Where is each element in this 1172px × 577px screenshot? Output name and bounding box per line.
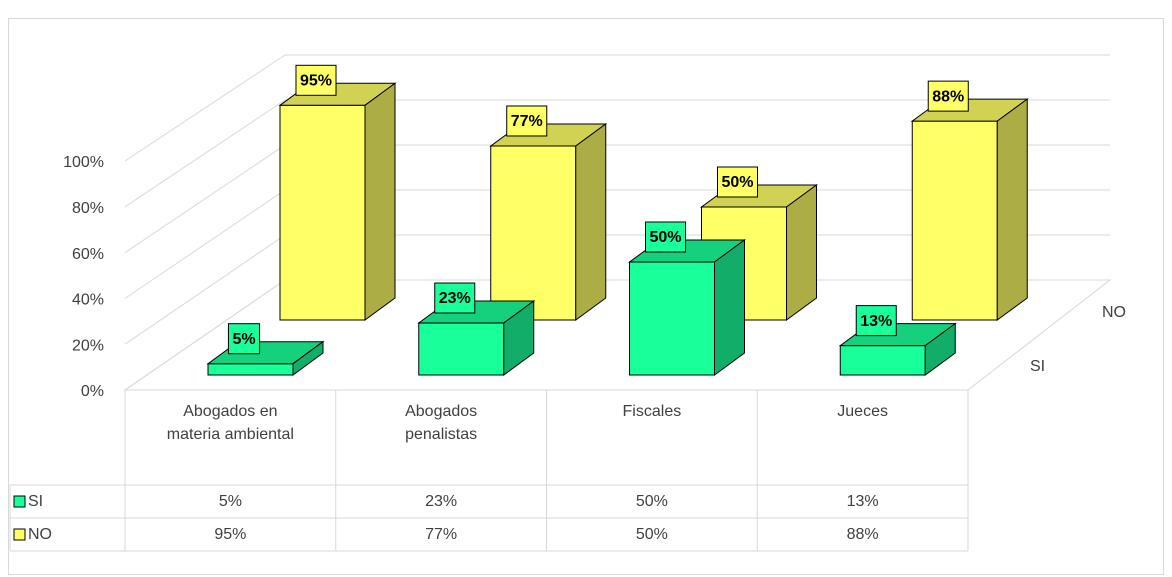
data-label: 50% (649, 229, 681, 246)
bar-side (503, 300, 535, 376)
bar-front (629, 261, 715, 376)
y-tick-label: 60% (72, 246, 104, 263)
bar (489, 122, 608, 321)
table-cell: 50% (635, 493, 668, 510)
data-label-box (927, 80, 969, 112)
table-cell: 13% (846, 493, 879, 510)
y-tick-label: 100% (63, 154, 104, 171)
bar-front (418, 322, 505, 376)
data-label: 13% (860, 313, 892, 330)
data-label: 5% (232, 331, 255, 348)
bar-side (714, 239, 745, 376)
bar-side (924, 322, 956, 376)
table-cell: 88% (846, 526, 879, 543)
table-cell: 23% (425, 493, 458, 510)
bar (206, 340, 325, 376)
bar-front (911, 120, 998, 321)
data-label: 88% (932, 88, 964, 105)
legend-key (13, 528, 26, 541)
bar-front (490, 145, 577, 321)
category-label: Abogados en materia ambiental (166, 403, 294, 443)
data-label-box (295, 64, 337, 96)
data-label-box (506, 105, 548, 137)
bar-front (279, 104, 366, 321)
data-label: 95% (300, 73, 332, 90)
table-cell: 95% (214, 526, 247, 543)
legend-key (13, 495, 26, 508)
bar (278, 82, 397, 321)
grid-line (124, 99, 1110, 208)
bar-side (364, 82, 396, 321)
data-label-box (434, 282, 476, 314)
bar-front (207, 363, 294, 376)
y-tick-label: 0% (81, 383, 104, 400)
data-label: 77% (511, 113, 543, 130)
bar-side (996, 98, 1028, 321)
category-label: Abogados penalistas (405, 403, 478, 443)
data-label: 50% (721, 174, 753, 191)
bar (838, 322, 957, 376)
bar (417, 300, 536, 376)
legend-label: SI (28, 493, 43, 510)
y-tick-label: 80% (72, 200, 104, 217)
data-label-box (644, 221, 687, 253)
bar-front (839, 345, 926, 376)
data-label-box (855, 305, 897, 337)
bar (910, 98, 1029, 321)
data-label-box (716, 166, 759, 198)
bar-side (292, 340, 324, 376)
y-tick-label: 20% (72, 337, 104, 354)
bar (627, 239, 747, 376)
bar-side (786, 184, 817, 321)
category-label: Fiscales (622, 403, 682, 420)
table-cell: 5% (218, 493, 242, 510)
legend-label: NO (28, 526, 52, 543)
chart-border (8, 18, 1164, 575)
data-label: 23% (439, 290, 471, 307)
table-cell: 50% (635, 526, 668, 543)
y-tick-label: 40% (72, 292, 104, 309)
table-cell: 77% (425, 526, 458, 543)
bar-side (575, 122, 607, 321)
depth-label: SI (1030, 358, 1045, 375)
category-label: Jueces (837, 403, 888, 420)
grid-line (124, 54, 1110, 162)
depth-label: NO (1102, 304, 1126, 321)
data-label-box (227, 323, 261, 355)
